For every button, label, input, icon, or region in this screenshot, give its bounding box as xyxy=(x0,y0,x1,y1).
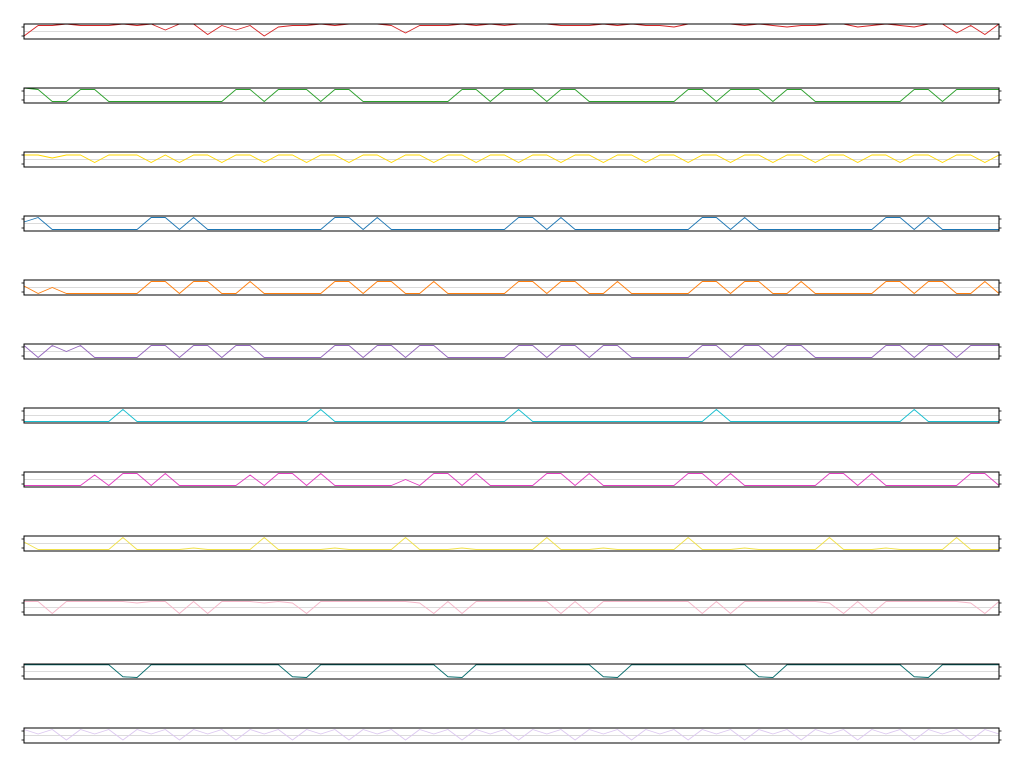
panel-12 xyxy=(21,727,1002,744)
panel-1-series-line xyxy=(23,23,1000,37)
panel-3-frame xyxy=(23,151,1000,168)
panel-3 xyxy=(21,151,1002,168)
panel-7 xyxy=(21,407,1002,424)
panel-6-series-line xyxy=(23,345,999,358)
panel-2-series-line xyxy=(23,87,999,102)
panel-9-series-line xyxy=(23,537,999,550)
panel-2 xyxy=(21,87,1002,104)
panel-1 xyxy=(21,23,1002,40)
panel-10-frame xyxy=(23,599,1000,616)
panel-5-frame xyxy=(23,279,1000,296)
panel-11-frame xyxy=(23,663,1000,680)
panel-4-series-line xyxy=(23,217,999,230)
panel-6-frame xyxy=(23,343,1000,360)
panel-8 xyxy=(21,471,1002,488)
panel-10-series-line xyxy=(24,601,1000,614)
panel-6 xyxy=(21,343,1002,360)
panel-11 xyxy=(21,663,1002,680)
panel-5-series-line xyxy=(23,281,1000,294)
panel-4 xyxy=(21,215,1002,232)
panel-11-series-line xyxy=(24,664,999,678)
panel-8-frame xyxy=(23,471,1000,488)
panel-7-frame xyxy=(23,407,1000,424)
panel-12-frame xyxy=(23,727,1000,744)
panel-4-frame xyxy=(23,215,1000,232)
panel-9-frame xyxy=(23,535,1000,552)
panel-10 xyxy=(21,599,1002,616)
panel-9 xyxy=(21,535,1002,552)
panel-8-series-line xyxy=(24,473,1000,486)
panel-1-frame xyxy=(23,23,1000,40)
panel-3-series-line xyxy=(24,154,1000,163)
panel-5 xyxy=(21,279,1002,296)
panel-7-series-line xyxy=(24,409,999,422)
panel-2-frame xyxy=(23,87,1000,104)
panel-12-series-line xyxy=(23,729,1000,741)
